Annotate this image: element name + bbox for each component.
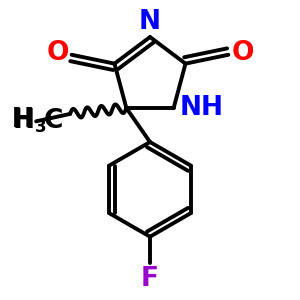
Text: F: F — [141, 266, 159, 292]
Text: H: H — [12, 107, 34, 133]
Text: H: H — [12, 107, 34, 133]
Text: 3: 3 — [35, 118, 46, 136]
Text: H: H — [13, 108, 34, 134]
Text: N: N — [139, 9, 161, 34]
Text: O: O — [46, 40, 69, 66]
Text: O: O — [231, 40, 254, 66]
Text: C: C — [44, 108, 63, 134]
Text: NH: NH — [180, 95, 224, 121]
